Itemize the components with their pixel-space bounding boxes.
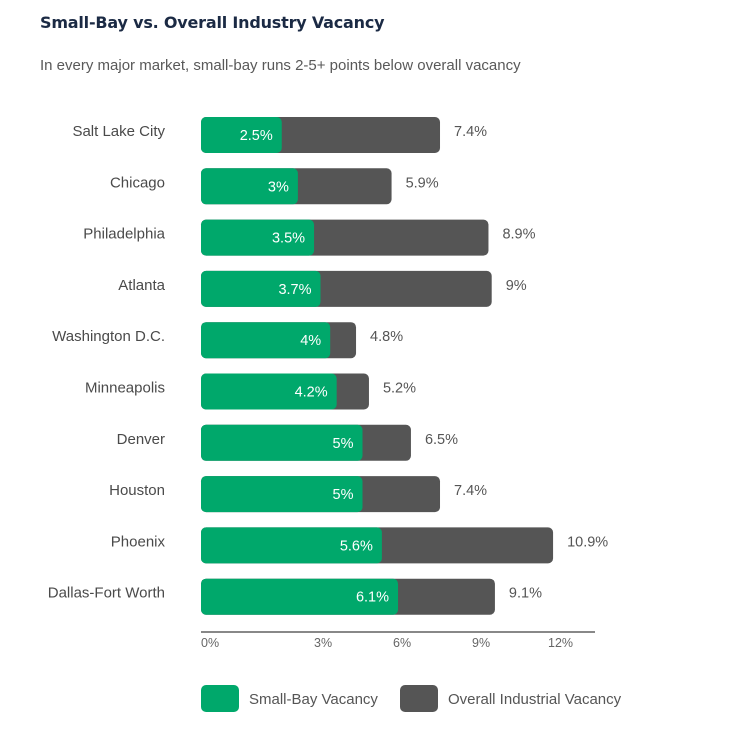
category-label: Houston <box>109 482 165 499</box>
data-label-overall: 4.8% <box>370 329 403 345</box>
data-label-small-bay: 4.2% <box>295 385 328 401</box>
legend-label-small-bay: Small-Bay Vacancy <box>249 691 378 708</box>
legend-swatch-overall <box>400 685 438 712</box>
category-label: Dallas-Fort Worth <box>48 585 165 602</box>
data-label-small-bay: 4% <box>300 333 321 349</box>
category-label: Philadelphia <box>83 226 165 243</box>
data-label-small-bay: 5% <box>333 436 354 452</box>
x-tick-label: 9% <box>472 636 490 650</box>
legend-swatch-small-bay <box>201 685 239 712</box>
data-label-small-bay: 6.1% <box>356 590 389 606</box>
bar-row: Denver 5% 6.5% <box>117 424 458 461</box>
bar-small-bay <box>201 476 363 513</box>
data-label-small-bay: 3.5% <box>272 231 305 247</box>
x-tick-label: 0% <box>201 636 219 650</box>
legend-label-overall: Overall Industrial Vacancy <box>448 691 622 708</box>
bar-row: Dallas-Fort Worth 6.1% 9.1% <box>48 578 542 615</box>
data-label-overall: 9.1% <box>509 586 542 602</box>
bars-group: Salt Lake City 2.5% 7.4% Chicago 3% 5.9% Phila… <box>48 117 608 615</box>
bar-row: Chicago 3% 5.9% <box>110 168 439 205</box>
data-label-overall: 9% <box>506 278 527 294</box>
chart-title: Small-Bay vs. Overall Industry Vacancy <box>40 13 385 32</box>
category-label: Denver <box>117 431 165 448</box>
bar-row: Washington D.C. 4% 4.8% <box>52 322 403 359</box>
data-label-small-bay: 3.7% <box>278 282 311 298</box>
data-label-small-bay: 5.6% <box>340 538 373 554</box>
data-label-overall: 7.4% <box>454 483 487 499</box>
bar-small-bay <box>201 578 399 615</box>
chart-subtitle: In every major market, small-bay runs 2-… <box>40 57 521 74</box>
category-label: Minneapolis <box>85 380 165 397</box>
bar-small-bay <box>201 168 298 205</box>
category-label: Atlanta <box>118 277 165 294</box>
bar-small-bay <box>201 117 282 153</box>
bar-small-bay <box>201 219 315 256</box>
data-label-small-bay: 2.5% <box>240 128 273 144</box>
category-label: Phoenix <box>111 533 166 550</box>
bar-small-bay <box>201 527 382 564</box>
data-label-overall: 5.2% <box>383 381 416 397</box>
data-label-overall: 8.9% <box>502 227 535 243</box>
x-axis-ticks: 0% 3% 6% 9% 12% <box>201 636 573 650</box>
category-label: Salt Lake City <box>72 123 165 140</box>
category-label: Chicago <box>110 174 165 191</box>
category-label: Washington D.C. <box>52 328 165 345</box>
bar-small-bay <box>201 322 331 359</box>
data-label-overall: 7.4% <box>454 124 487 140</box>
bar-row: Philadelphia 3.5% 8.9% <box>83 219 536 256</box>
data-label-overall: 5.9% <box>406 175 439 191</box>
x-tick-label: 12% <box>548 636 573 650</box>
x-tick-label: 3% <box>314 636 332 650</box>
data-label-small-bay: 5% <box>333 487 354 503</box>
data-label-overall: 6.5% <box>425 432 458 448</box>
data-label-small-bay: 3% <box>268 179 289 195</box>
data-label-overall: 10.9% <box>567 534 608 550</box>
legend: Small-Bay Vacancy Overall Industrial Vac… <box>201 685 622 712</box>
bar-row: Salt Lake City 2.5% 7.4% <box>72 117 487 153</box>
bar-row: Phoenix 5.6% 10.9% <box>111 527 608 564</box>
bar-small-bay <box>201 270 321 307</box>
x-tick-label: 6% <box>393 636 411 650</box>
bar-row: Atlanta 3.7% 9% <box>118 270 527 307</box>
bar-row: Houston 5% 7.4% <box>109 476 487 513</box>
bar-row: Minneapolis 4.2% 5.2% <box>85 373 416 410</box>
bar-small-bay <box>201 424 363 461</box>
bar-small-bay <box>201 373 337 410</box>
